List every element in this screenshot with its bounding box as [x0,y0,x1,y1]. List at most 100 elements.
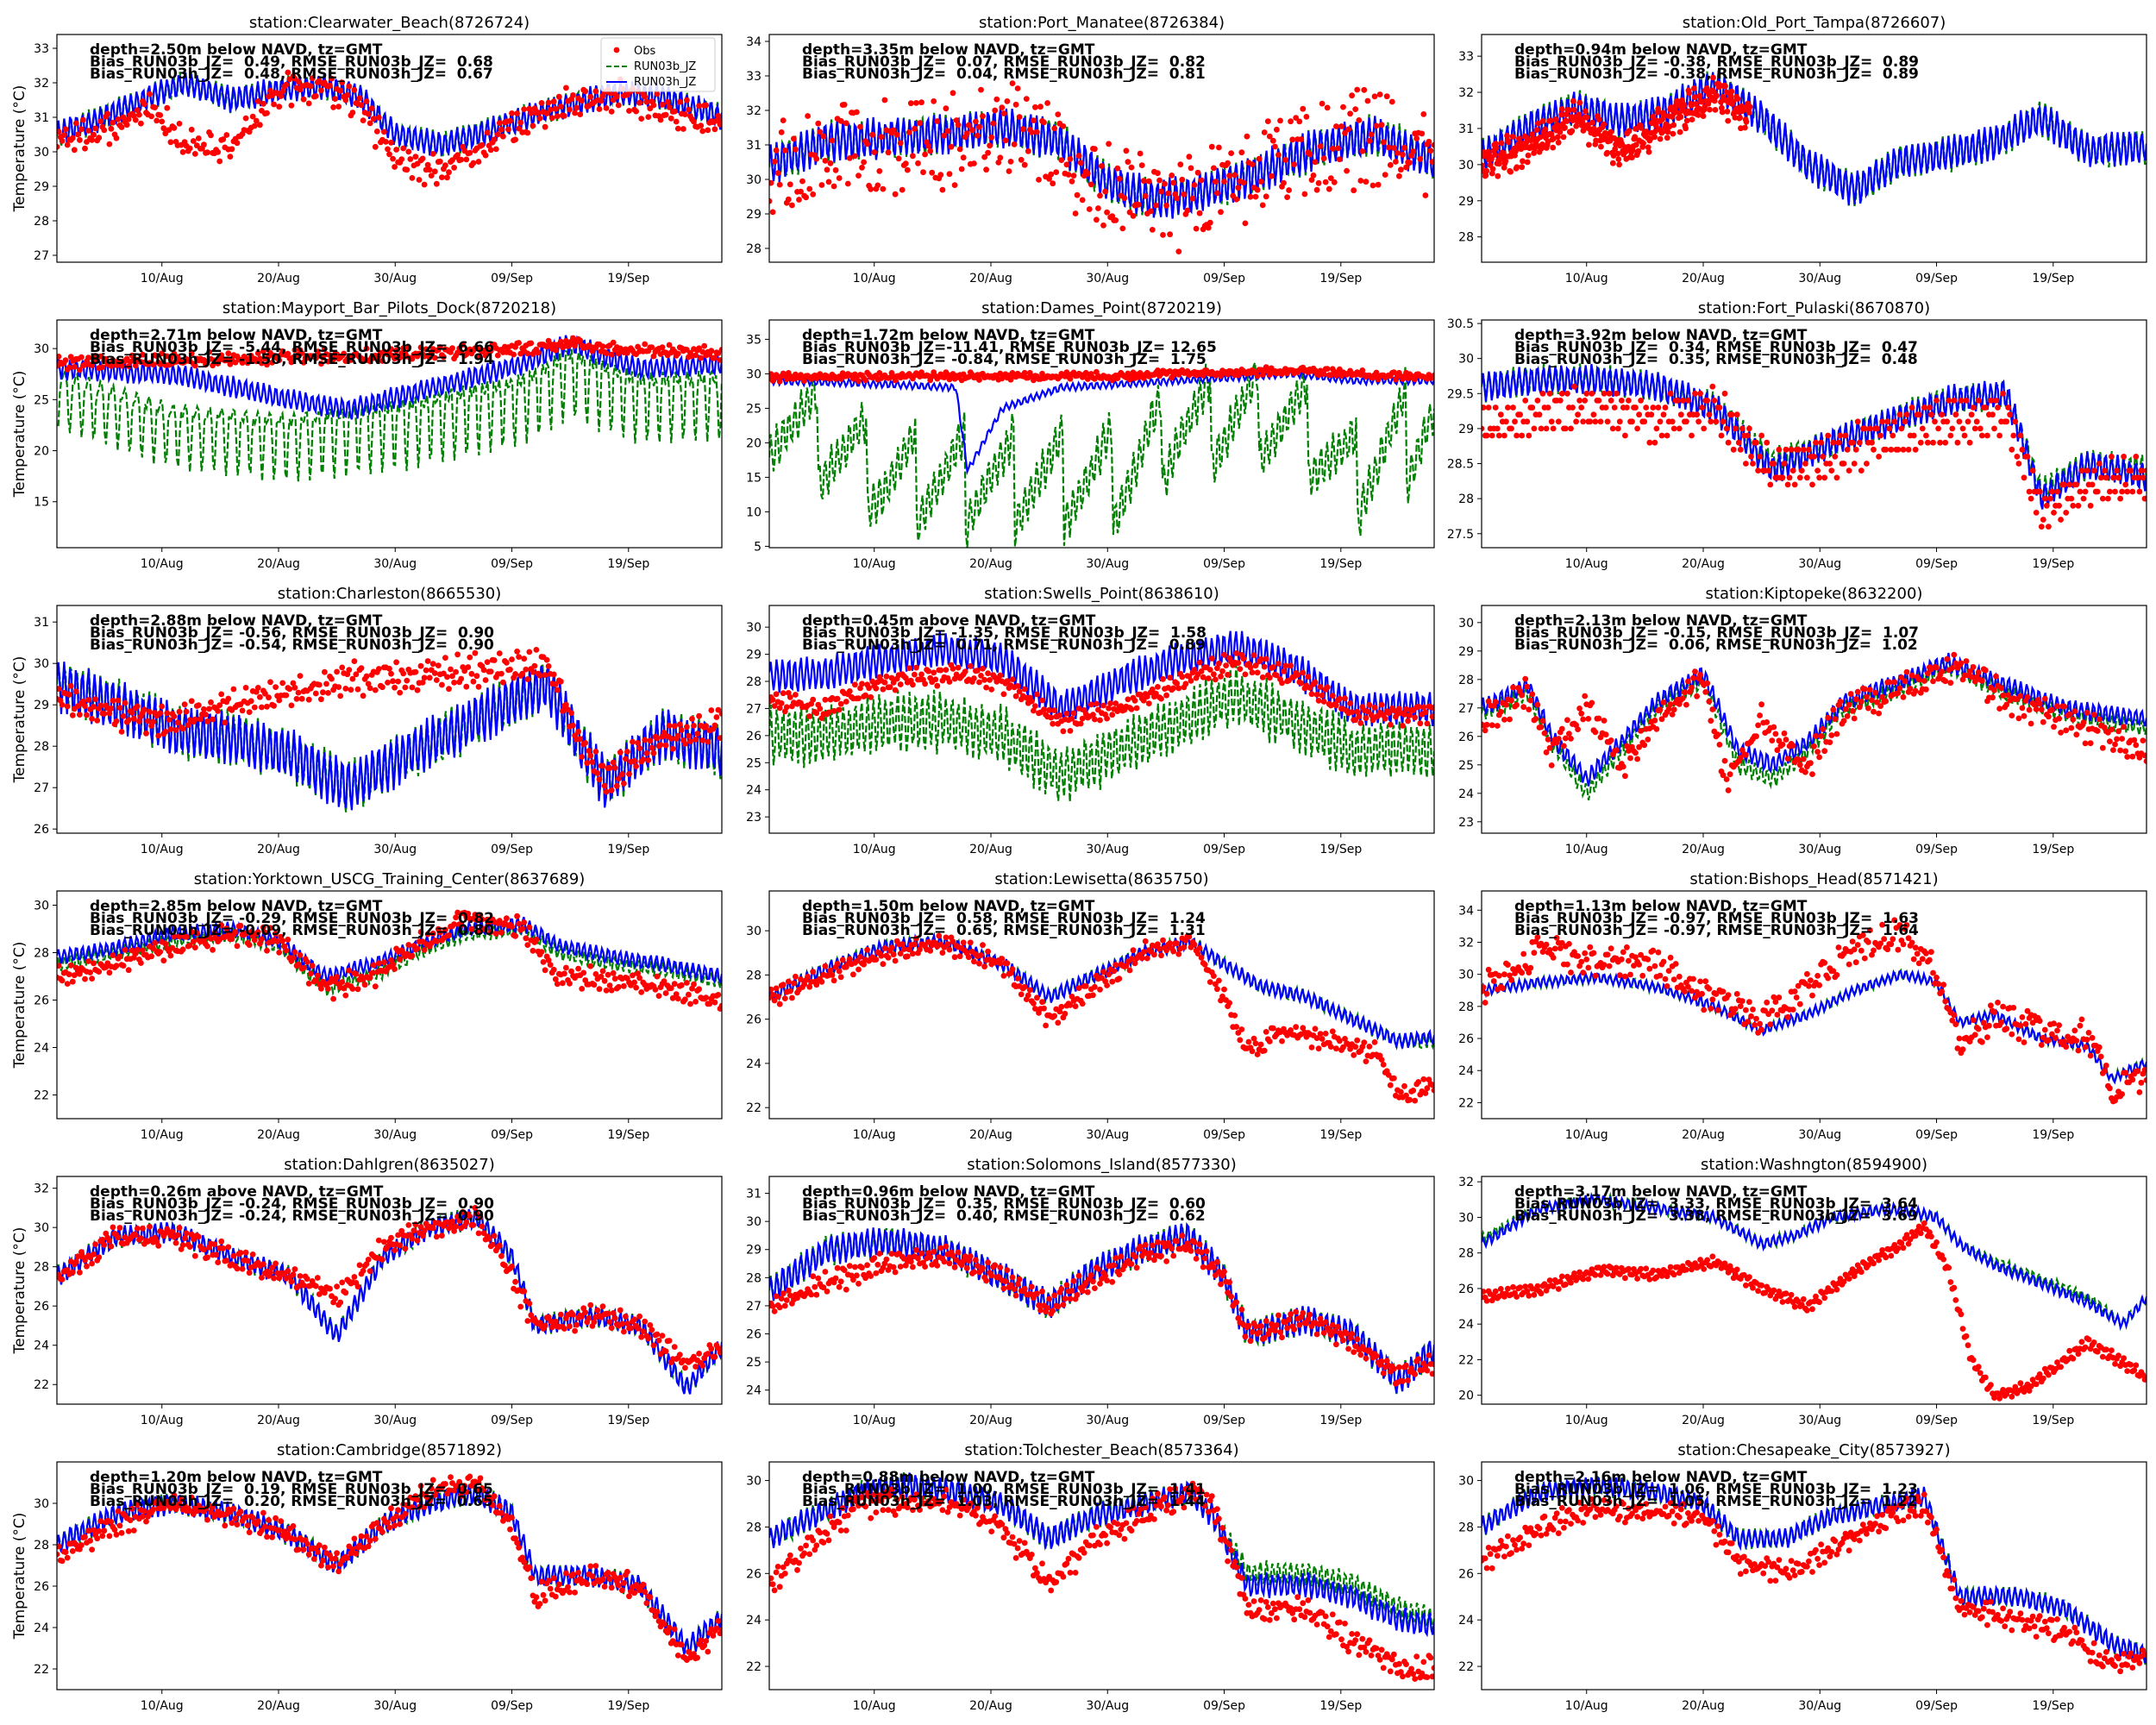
obs-point [1809,992,1815,999]
obs-point [524,350,531,357]
obs-point [2078,467,2085,474]
obs-point [1084,170,1091,177]
obs-point [1727,771,1733,778]
obs-point [883,673,890,680]
obs-point [1601,962,1608,969]
obs-point [785,196,792,203]
obs-point [1669,712,1676,718]
obs-point [1106,141,1112,147]
obs-point [673,118,680,125]
obs-point [1753,1015,1759,1022]
obs-point [1363,179,1369,185]
obs-point [1482,172,1489,179]
obs-point [1531,950,1538,957]
panel-title: station:Dames_Point(8720219) [981,299,1222,317]
obs-point [705,738,711,745]
obs-point [1368,131,1375,138]
obs-point [1170,948,1177,955]
obs-point [2084,709,2090,716]
obs-point [1354,708,1361,715]
obs-point [969,127,975,134]
y-axis-label: Temperature (°C) [11,942,28,1070]
obs-point [650,750,657,756]
obs-point [1214,986,1220,993]
obs-point [494,131,501,138]
obs-point [2107,488,2113,495]
y-tick-label: 28 [1458,1000,1474,1014]
obs-point [976,960,982,967]
obs-point [1578,710,1585,717]
obs-point [2070,716,2077,723]
obs-point [1789,743,1796,749]
obs-point [101,711,108,717]
obs-point [1804,474,1810,481]
obs-point [1939,411,1946,418]
obs-point [1501,165,1507,171]
obs-point [1690,674,1696,681]
obs-point [545,957,552,963]
obs-point [1879,418,1886,425]
obs-point [1403,706,1409,712]
obs-point [62,357,69,363]
obs-point [922,681,928,687]
obs-point [843,120,849,127]
obs-point [1407,160,1413,166]
obs-point [1665,968,1672,974]
obs-point [191,362,198,369]
obs-point [417,344,424,351]
obs-point [431,670,438,676]
obs-point [579,97,586,104]
obs-point [405,942,412,948]
obs-point [1485,405,1492,411]
obs-point [1622,773,1628,780]
series-run03b-line [769,362,1434,548]
obs-point [2009,1031,2015,1038]
obs-point [1142,938,1149,944]
obs-point [1827,461,1833,467]
y-tick-label: 29.5 [1447,387,1474,401]
obs-point [62,126,69,133]
obs-point [1825,714,1832,721]
obs-point [1915,960,1922,967]
obs-point [1558,390,1565,397]
obs-point [1489,432,1495,439]
obs-point [1814,749,1821,755]
obs-point [910,681,916,688]
obs-point [1090,712,1096,718]
obs-point [487,348,494,354]
y-tick-label: 27 [1458,702,1474,716]
obs-point [1784,1013,1791,1020]
y-tick-label: 29 [1458,195,1474,209]
obs-point [920,169,926,176]
obs-point [1553,935,1560,941]
obs-point [1903,668,1910,675]
obs-point [1846,961,1852,968]
obs-point [1524,159,1531,166]
obs-point [64,141,71,148]
obs-point [1028,698,1035,705]
obs-point [2090,467,2097,474]
obs-point [140,947,146,954]
obs-point [419,680,426,686]
axes-frame [56,319,723,549]
obs-point [1499,985,1506,992]
obs-point [1149,686,1156,693]
obs-point [878,134,885,141]
y-tick-label: 24 [746,784,761,798]
obs-point [1504,133,1510,139]
obs-point [1664,983,1670,989]
obs-point [678,727,685,733]
obs-point [676,721,683,728]
obs-point [2036,488,2043,495]
stats-text-3: Bias_RUN03h_JZ= -0.38, RMSE_RUN03h_JZ= 0… [1514,66,1919,83]
panel-4: station:Mayport_Bar_Pilots_Dock(8720218)… [11,299,723,571]
obs-point [2087,502,2094,509]
obs-point [2097,1053,2104,1060]
obs-point [1828,467,1835,474]
obs-point [1632,134,1639,141]
obs-point [1426,138,1432,145]
obs-point [610,759,617,766]
obs-point [1167,674,1173,681]
obs-point [82,975,88,982]
obs-point [1274,126,1280,133]
